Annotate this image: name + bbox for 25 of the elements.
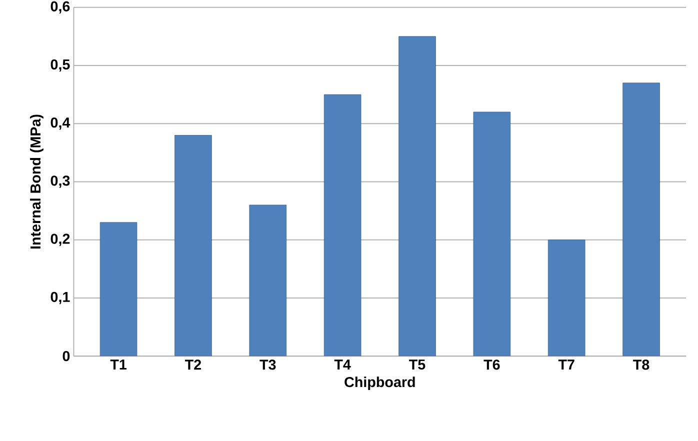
- x-tick-label: T4: [334, 360, 351, 370]
- bar: [174, 134, 212, 356]
- bar: [398, 36, 436, 356]
- bar: [548, 240, 586, 356]
- y-tick-label: 0,1: [50, 292, 70, 304]
- bar: [249, 204, 287, 356]
- y-tick-label: 0,5: [50, 59, 70, 72]
- y-tick-label: 0,4: [50, 117, 70, 130]
- y-tick-label: 0: [62, 350, 70, 362]
- y-axis-title: Internal Bond (MPa): [30, 114, 44, 248]
- bar: [622, 82, 660, 356]
- x-axis-title: Chipboard: [344, 376, 415, 390]
- x-tick-label: T6: [484, 360, 500, 370]
- x-tick-label: T7: [558, 360, 574, 370]
- y-tick-label: 0,3: [50, 176, 70, 188]
- x-tick-label: T1: [110, 360, 126, 370]
- y-tick-label: 0,2: [50, 234, 70, 246]
- bar: [473, 112, 511, 356]
- x-tick-label: T3: [260, 360, 276, 370]
- x-tick-label: T5: [409, 360, 426, 370]
- bar: [100, 222, 138, 356]
- y-tick-label: 0,6: [50, 1, 70, 14]
- x-tick-label: T8: [633, 360, 650, 370]
- bar: [324, 94, 362, 356]
- x-tick-label: T2: [184, 360, 202, 370]
